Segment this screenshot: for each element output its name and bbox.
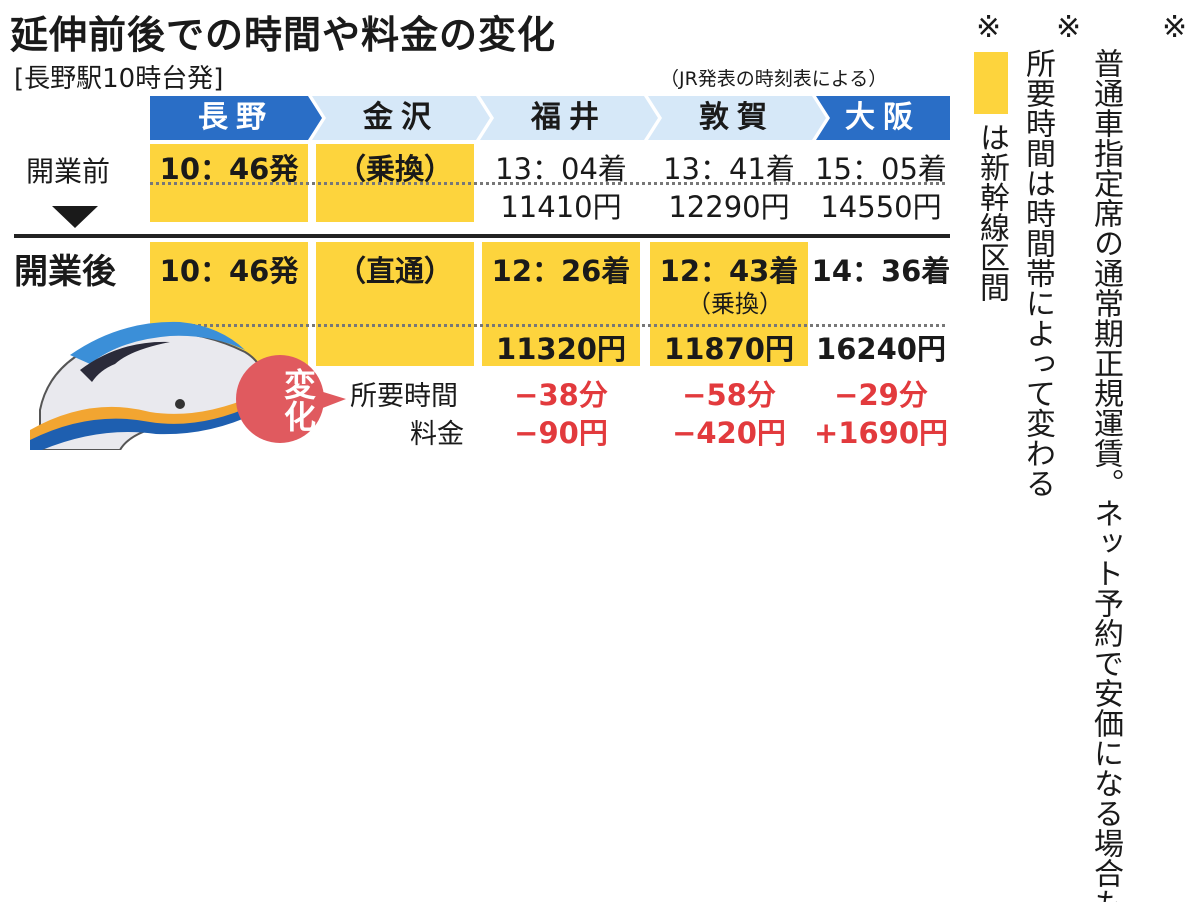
change-badge: 変化 [234,353,354,451]
before-fare-osaka: 14550円 [820,190,942,224]
after-transfer-note: （乗換） [687,290,783,318]
time-diff-fukui: −38分 [514,378,608,412]
station-label: 大阪 [845,100,921,135]
after-time-kanazawa: （直通） [336,254,453,288]
page-title: 延伸前後での時間や料金の変化 [10,13,557,57]
shinkansen-highlight [316,242,474,366]
before-time-osaka: 15：05着 [815,152,947,186]
station-label: 敦賀 [699,100,775,135]
change-badge-label: 変化 [279,368,317,432]
after-fare-osaka: 16240円 [816,332,946,366]
after-label: 開業後 [14,252,116,292]
after-time-tsuruga: 12：43着 [659,254,799,288]
before-time-tsuruga: 13：41着 [663,152,795,186]
source-note: （JR発表の時刻表による） [660,68,888,90]
fare-diff-tsuruga: −420円 [672,416,786,450]
fare-diff-osaka: +1690円 [813,416,948,450]
shinkansen-train-illustration [30,300,270,454]
fare-note: 普通車指定席の通常期正規運賃。ネット予約で安価になる場合も [1088,48,1123,902]
note-symbol: ※ [1162,10,1188,45]
after-time-nagano: 10：46発 [159,254,299,288]
fare-diff-label: 料金 [410,419,464,450]
station-label: 福井 [531,100,607,135]
before-time-kanazawa: （乗換） [336,152,453,186]
time-diff-tsuruga: −58分 [682,378,776,412]
station-header-osaka: 大阪 [816,96,950,140]
yellow-legend-swatch [974,52,1008,114]
station-header-kanazawa: 金沢 [312,96,490,140]
time-varies-note: 所要時間は時間帯によって変わる [1020,48,1055,498]
time-diff-label: 所要時間 [350,381,458,412]
station-label: 金沢 [363,100,439,135]
before-time-nagano: 10：46発 [159,152,299,186]
row-divider [150,324,945,327]
fare-diff-fukui: −90円 [514,416,608,450]
before-fare-tsuruga: 12290円 [668,190,790,224]
shinkansen-note: は新幹線区間 [974,122,1009,302]
note-symbol: ※ [1056,10,1082,45]
shinkansen-highlight [650,242,808,366]
station-header-fukui: 福井 [480,96,658,140]
before-label: 開業前 [26,155,111,188]
down-arrow-icon [52,206,98,232]
before-fare-fukui: 11410円 [500,190,622,224]
after-time-fukui: 12：26着 [491,254,631,288]
station-header-nagano: 長野 [150,96,322,140]
subtitle: [長野駅10時台発] [14,64,224,94]
after-fare-fukui: 11320円 [496,332,626,366]
time-diff-osaka: −29分 [834,378,928,412]
section-separator [14,234,950,238]
shinkansen-highlight [482,242,640,366]
after-time-osaka: 14：36着 [811,254,951,288]
note-symbol: ※ [976,10,1002,45]
row-divider [150,182,945,185]
before-time-fukui: 13：04着 [495,152,627,186]
station-label: 長野 [198,100,274,135]
station-header-tsuruga: 敦賀 [648,96,826,140]
after-fare-tsuruga: 11870円 [664,332,794,366]
